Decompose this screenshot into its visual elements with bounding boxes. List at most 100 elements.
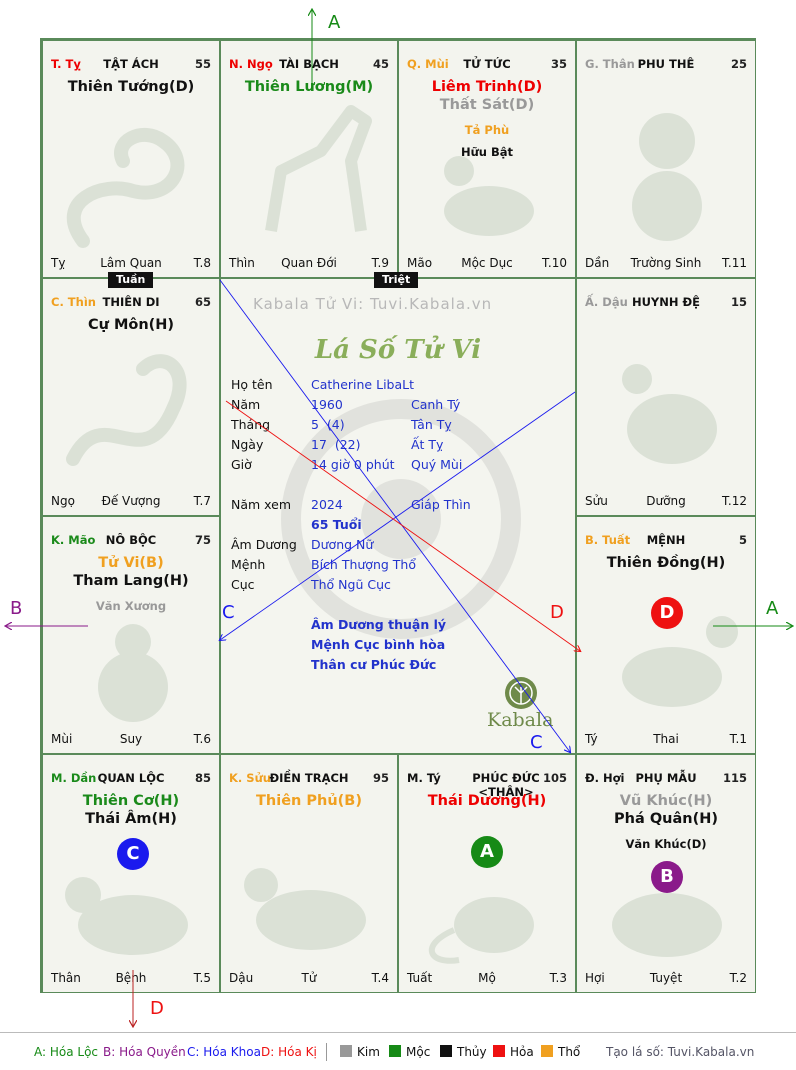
palace-tat-ach[interactable]: T. Tỵ TẬT ÁCH 55 Thiên Tướng(D) Tỵ Lâm Quan… <box>42 40 220 278</box>
minor-star: Tả Phù <box>464 123 510 137</box>
palace-name: TẬT ÁCH <box>103 57 159 71</box>
axis-letter-c-1: C <box>222 602 235 623</box>
value-hour-canchi: Quý Mùi <box>411 457 463 472</box>
value-menh: Bích Thượng Thổ <box>311 557 416 572</box>
label-view-year: Năm xem <box>231 497 292 512</box>
cycle-code: T.8 <box>193 256 211 270</box>
goat-icon <box>444 156 534 236</box>
palace-phu-mau[interactable]: Đ. Hợi PHỤ MẪU 115 Vũ Khúc(H) Phá Quân(H) … <box>576 754 756 993</box>
thuy-swatch-icon <box>440 1045 452 1057</box>
palace-name: QUAN LỘC <box>97 771 165 785</box>
note-1: Âm Dương thuận lý <box>311 617 447 632</box>
major-star: Thất Sát(D) <box>439 97 535 113</box>
label-name: Họ tên <box>231 377 273 392</box>
cycle-code: T.4 <box>371 971 389 985</box>
snake-icon <box>66 128 185 248</box>
palace-can: K. Mão <box>51 533 96 547</box>
life-stage: Mộ <box>478 971 496 985</box>
rooster-icon <box>622 364 717 464</box>
value-day-canchi: Ất Tỵ <box>411 437 444 452</box>
palace-can: C. Thìn <box>51 295 96 309</box>
palace-can: M. Dần <box>51 771 97 785</box>
palace-can: Q. Mùi <box>407 57 449 71</box>
palace-quan-loc[interactable]: M. Dần QUAN LỘC 85 Thiên Cơ(H) Thái Âm(H) … <box>42 754 220 993</box>
palace-number: 5 <box>738 533 747 547</box>
cycle-code: T.6 <box>193 732 211 746</box>
palace-number: 115 <box>722 771 747 785</box>
palace-no-boc[interactable]: K. Mão NÔ BỘC 75 Tử Vi(B) Tham Lang(H) Văn… <box>42 516 220 754</box>
life-stage: Bệnh <box>115 971 147 985</box>
palace-dien-trach[interactable]: K. Sửu ĐIỀN TRẠCH 95 Thiên Phủ(B) Dậu Tử T.4 <box>220 754 398 993</box>
palace-can: Ấ. Dậu <box>585 295 628 309</box>
legend-hoa-loc: A: Hóa Lộc <box>34 1045 99 1059</box>
palace-huynh-de[interactable]: Ấ. Dậu HUYNH ĐỆ 15 Sửu Dưỡng T.12 <box>576 278 756 516</box>
value-amduong: Dương Nữ <box>311 537 374 552</box>
cycle-code: T.10 <box>542 256 567 270</box>
dog-icon <box>622 616 738 707</box>
label-amduong: Âm Dương <box>231 537 297 552</box>
palace-tai-bach[interactable]: N. Ngọ TÀI BẠCH 45 Thiên Lương(M) Thìn Quan… <box>220 40 398 278</box>
palace-number: 15 <box>730 295 747 309</box>
major-star: Cự Môn(H) <box>87 317 175 333</box>
cycle-code: T.9 <box>371 256 389 270</box>
legend-tho: Thổ <box>541 1045 580 1059</box>
palace-thien-di[interactable]: C. Thìn THIÊN DI 65 Cự Môn(H) Ngọ Đế Vượng T… <box>42 278 220 516</box>
major-star: Thiên Lương(M) <box>244 79 374 95</box>
label-year: Năm <box>231 397 261 412</box>
major-star: Vũ Khúc(H) <box>619 793 713 809</box>
cycle-code: T.12 <box>722 494 747 508</box>
cycle-code: T.2 <box>729 971 747 985</box>
legend-hoa-ki: D: Hóa Kị <box>261 1045 317 1059</box>
palace-can: B. Tuất <box>585 533 631 547</box>
palace-number: 55 <box>194 57 211 71</box>
legend-moc: Mộc <box>389 1045 430 1059</box>
earthly-branch: Tý <box>585 732 598 746</box>
palace-name: TÀI BẠCH <box>279 57 339 71</box>
major-star: Thiên Đồng(H) <box>606 555 726 571</box>
palace-menh[interactable]: B. Tuất MỆNH 5 Thiên Đồng(H) D Tý Thai T.1 <box>576 516 756 754</box>
palace-phuc-duc[interactable]: M. Tý PHÚC ĐỨC <THÂN> 105 Thái Dương(H) A … <box>398 754 576 993</box>
dragon-icon <box>66 354 187 466</box>
logo-text: Kabala <box>487 709 554 731</box>
palace-tu-tuc[interactable]: Q. Mùi TỬ TỨC 35 Liêm Trinh(D) Thất Sát(D)… <box>398 40 576 278</box>
minor-star: Văn Khúc(D) <box>625 837 707 851</box>
minor-star: Hữu Bật <box>460 145 514 159</box>
earthly-branch: Ngọ <box>51 494 75 508</box>
value-hour: 14 giờ 0 phút <box>311 457 395 472</box>
palace-phu-the[interactable]: G. Thân PHU THÊ 25 Dần Trường Sinh T.11 <box>576 40 756 278</box>
legend-hoa: Hỏa <box>493 1045 534 1059</box>
tiger-icon <box>65 877 188 955</box>
major-star: Liêm Trinh(D) <box>431 79 543 95</box>
palace-number: 25 <box>730 57 747 71</box>
value-age: 65 Tuổi <box>311 517 362 532</box>
hoa-quyen-badge: B <box>651 861 683 893</box>
major-star: Phá Quân(H) <box>614 811 718 827</box>
ox-icon <box>244 868 366 950</box>
palace-number: 35 <box>550 57 567 71</box>
site-link[interactable]: Tạo lá số: Tuvi.Kabala.vn <box>606 1045 755 1059</box>
kabala-logo-icon <box>505 677 537 709</box>
chart-title: Lá Số Tử Vi <box>314 335 482 365</box>
earthly-branch: Mão <box>407 256 433 270</box>
major-star: Thái Âm(H) <box>85 811 177 827</box>
life-stage: Dưỡng <box>646 494 686 508</box>
palace-name: PHỤ MẪU <box>635 771 697 785</box>
major-star: Tham Lang(H) <box>73 573 189 589</box>
rat-icon <box>429 897 534 964</box>
tuan-tag: Tuần <box>108 272 154 288</box>
major-star: Thiên Phủ(B) <box>256 793 362 809</box>
note-3: Thân cư Phúc Đức <box>311 657 437 672</box>
major-star: Thiên Cơ(H) <box>82 793 180 809</box>
palace-name: THIÊN DI <box>102 295 160 309</box>
value-name: Catherine LibaLt <box>311 377 414 392</box>
cycle-code: T.3 <box>549 971 567 985</box>
palace-name: PHU THÊ <box>637 57 695 71</box>
kim-swatch-icon <box>340 1045 352 1057</box>
monkey-icon <box>632 113 702 241</box>
life-stage: Quan Đới <box>281 256 337 270</box>
palace-name: MỆNH <box>646 533 686 547</box>
cycle-code: T.11 <box>722 256 747 270</box>
hoa-loc-badge: A <box>471 836 503 868</box>
cycle-code: T.5 <box>193 971 211 985</box>
palace-name: NÔ BỘC <box>105 533 157 547</box>
